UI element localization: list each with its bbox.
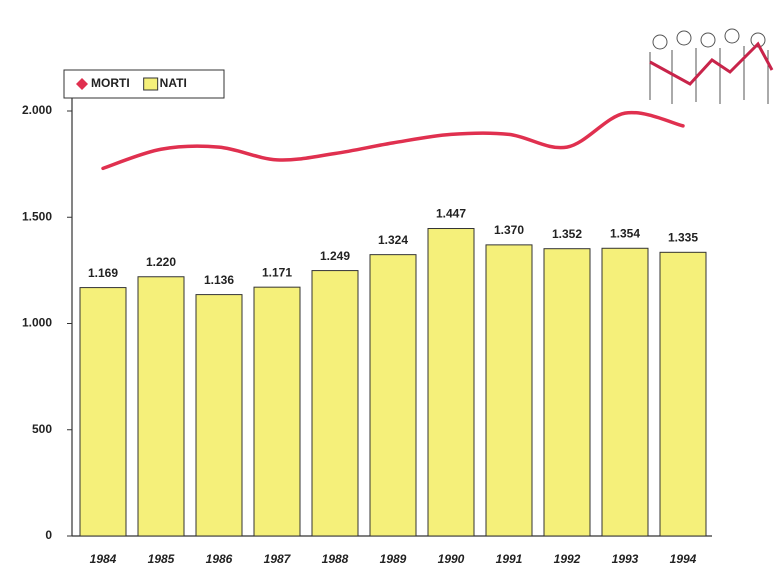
value-label: 1.249	[320, 249, 350, 263]
value-label: 1.220	[146, 255, 176, 269]
y-tick-label: 500	[32, 422, 52, 436]
x-tick-label: 1991	[496, 552, 523, 566]
value-label: 1.370	[494, 223, 524, 237]
legend-marker	[143, 77, 159, 91]
legend-label: NATI	[160, 76, 187, 90]
legend-label: MORTI	[91, 76, 130, 90]
y-tick-label: 0	[45, 528, 52, 542]
decoration	[649, 28, 774, 104]
x-tick-label: 1986	[206, 552, 233, 566]
x-tick-label: 1989	[380, 552, 407, 566]
legend-marker	[76, 78, 88, 90]
value-label: 1.352	[552, 227, 582, 241]
bar	[253, 286, 301, 537]
value-label: 1.447	[436, 207, 466, 221]
x-tick-label: 1990	[438, 552, 465, 566]
x-tick-label: 1994	[670, 552, 697, 566]
x-tick-label: 1987	[264, 552, 292, 566]
line	[101, 110, 685, 171]
bar	[369, 254, 417, 537]
value-label: 1.335	[668, 230, 698, 244]
value-label: 1.136	[204, 273, 234, 287]
x-tick-label: 1992	[554, 552, 581, 566]
bar	[601, 247, 649, 537]
bar	[311, 270, 359, 537]
bar	[195, 294, 243, 537]
bar	[659, 251, 707, 537]
x-tick-label: 1993	[612, 552, 639, 566]
y-tick-label: 1.500	[22, 209, 52, 223]
bar	[427, 228, 475, 537]
bar	[79, 287, 127, 537]
bar	[137, 276, 185, 537]
value-label: 1.171	[262, 265, 292, 279]
x-tick-label: 1985	[148, 552, 175, 566]
bar	[485, 244, 533, 537]
value-label: 1.324	[378, 233, 408, 247]
bar	[543, 248, 591, 537]
value-label: 1.169	[88, 266, 118, 280]
y-tick-label: 1.000	[22, 316, 52, 330]
y-tick-label: 2.000	[22, 103, 52, 117]
x-tick-label: 1988	[322, 552, 349, 566]
x-tick-label: 1984	[90, 552, 117, 566]
value-label: 1.354	[610, 226, 640, 240]
